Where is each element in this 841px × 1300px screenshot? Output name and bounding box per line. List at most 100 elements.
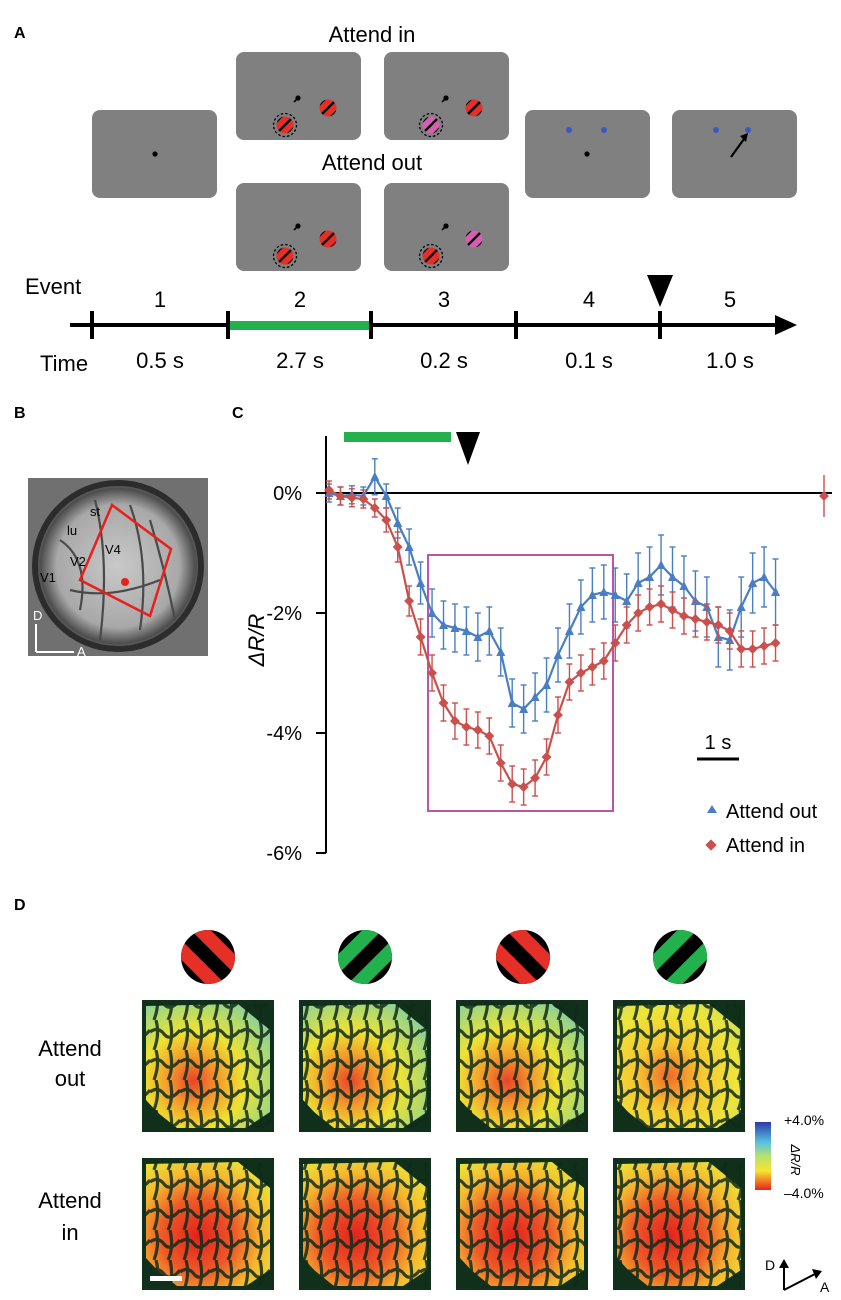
data-point (381, 491, 391, 500)
data-point (404, 542, 414, 551)
legend-marker-attend-in (705, 839, 717, 851)
duration-1: 0.5 s (136, 348, 184, 373)
stimulus-icons (181, 930, 707, 984)
activation-map-out-3 (456, 1000, 588, 1132)
data-point (553, 710, 563, 720)
data-point (656, 560, 666, 569)
activation-map-out-4 (613, 1000, 745, 1132)
panel-label-b: B (14, 405, 26, 422)
data-point (587, 662, 598, 672)
area-label-v4: V4 (105, 542, 121, 557)
series-line (328, 489, 776, 789)
area-label-v1: V1 (40, 570, 56, 585)
row-label-out-line2: out (55, 1066, 86, 1091)
ytick-label-2: -4% (266, 723, 302, 745)
data-point (668, 572, 677, 581)
data-point (496, 647, 506, 656)
panel-label-c: C (232, 405, 244, 422)
target-dot-right (601, 127, 607, 133)
data-point (724, 626, 735, 636)
ytick-label-3: -6% (266, 843, 302, 865)
grating-stimulus-icon (181, 930, 235, 984)
data-point (335, 491, 346, 501)
data-point (392, 542, 403, 552)
colorbar-label: ΔR/R (788, 1143, 803, 1175)
data-point (701, 617, 712, 627)
row-label-out-line1: Attend (38, 1036, 102, 1061)
trial-screens (92, 52, 797, 271)
axis-label-a-panel-d: A (820, 1279, 830, 1295)
data-point (667, 605, 678, 615)
data-point (759, 572, 769, 581)
data-point (736, 602, 746, 611)
data-point (370, 471, 380, 481)
target-dot-left (566, 127, 572, 133)
data-point (644, 602, 655, 612)
data-point (610, 590, 620, 599)
series-line (328, 474, 777, 711)
timeline-arrowhead (775, 315, 797, 335)
axis-label-a: A (77, 644, 86, 659)
data-point (393, 518, 403, 527)
activation-map-in-3 (456, 1158, 588, 1290)
ytick-label-0: 0% (273, 483, 302, 505)
data-point (507, 779, 518, 789)
data-point (771, 587, 781, 596)
area-label-st: st (90, 504, 101, 519)
data-point (484, 731, 495, 741)
data-point (324, 485, 334, 495)
data-point (576, 602, 586, 611)
event-3: 3 (438, 287, 450, 312)
data-point (519, 704, 529, 713)
event-4: 4 (583, 287, 595, 312)
data-point (748, 578, 758, 587)
saccade-arrowhead (740, 133, 748, 142)
data-point (369, 503, 380, 513)
event-label: Event (25, 274, 81, 299)
area-label-v2: V2 (70, 554, 86, 569)
duration-4: 0.1 s (565, 348, 613, 373)
data-point (358, 494, 369, 504)
data-point (438, 698, 449, 708)
event-1: 1 (154, 287, 166, 312)
data-point (427, 608, 437, 617)
grating-stimulus-icon (338, 930, 392, 984)
series-attend-out (324, 458, 781, 734)
stimulus-location-dot (121, 578, 129, 586)
attend-in-label: Attend in (329, 22, 416, 47)
map-scale-bar (150, 1276, 182, 1281)
target-dot-right (745, 127, 751, 133)
data-point (656, 599, 666, 609)
data-point (679, 581, 689, 590)
colorbar-top-label: +4.0% (784, 1112, 824, 1128)
target-onset-marker (456, 432, 480, 465)
imaging-region-box (78, 503, 173, 618)
data-point (633, 608, 644, 618)
colorbar (755, 1122, 771, 1190)
screen-event-4 (525, 110, 650, 198)
data-point (530, 773, 541, 783)
series-attend-in (324, 480, 781, 806)
data-point (461, 722, 472, 732)
data-point (461, 626, 471, 635)
data-point (587, 590, 597, 599)
screen-attend-out-3 (384, 183, 509, 271)
axis-label-d: D (33, 608, 42, 623)
activation-map-in-2 (299, 1158, 431, 1290)
fixation-point (584, 151, 590, 157)
panel-label-a: A (14, 25, 26, 42)
cue-bar (344, 432, 451, 442)
duration-5: 1.0 s (706, 348, 754, 373)
data-point (507, 698, 517, 707)
row-label-in-line1: Attend (38, 1188, 102, 1213)
data-point (439, 620, 448, 629)
data-point (484, 626, 494, 635)
data-point (495, 758, 506, 768)
attend-out-label: Attend out (322, 150, 422, 175)
colorbar-bottom-label: –4.0% (784, 1185, 824, 1201)
activation-maps (142, 1000, 745, 1290)
target-dot-left (713, 127, 719, 133)
grating-stimulus-icon (653, 930, 707, 984)
row-label-in-line2: in (61, 1220, 78, 1245)
